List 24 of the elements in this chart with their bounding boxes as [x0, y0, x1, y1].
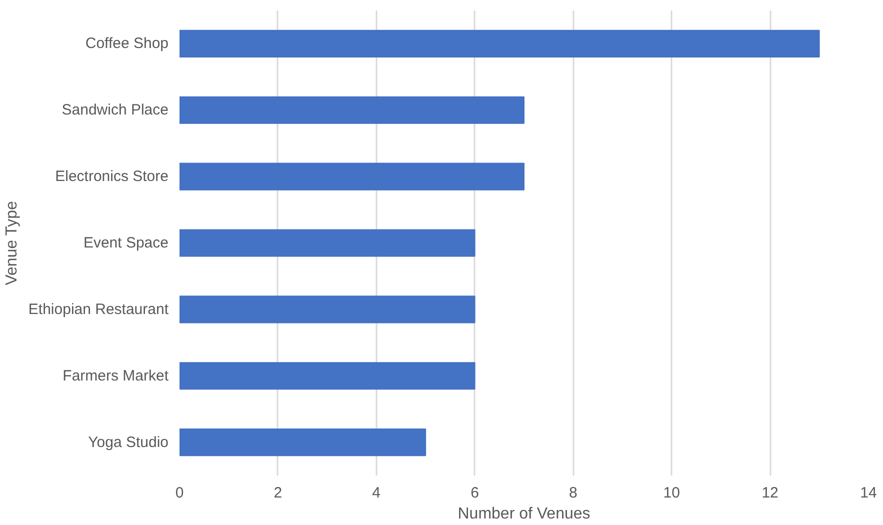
y-tick-label: Event Space	[83, 234, 169, 252]
y-tick-label: Yoga Studio	[88, 434, 169, 451]
bar	[180, 96, 524, 124]
x-tick-label: 8	[569, 484, 578, 502]
x-tick-label: 4	[372, 484, 381, 502]
y-axis-title: Venue Type	[3, 200, 20, 286]
x-tick-label: 14	[860, 484, 877, 502]
x-tick-label: 12	[762, 484, 778, 502]
x-tick-label: 10	[663, 484, 680, 502]
y-tick-label: Farmers Market	[62, 367, 170, 384]
y-tick-label: Sandwich Place	[62, 102, 169, 119]
y-tick-label: Electronics Store	[55, 168, 169, 186]
x-tick-label: 0	[175, 484, 184, 502]
bar	[180, 229, 476, 257]
x-tick-label: 2	[274, 484, 282, 502]
bar	[180, 162, 524, 190]
bar	[180, 30, 820, 58]
bar	[180, 362, 476, 390]
bar	[180, 428, 426, 456]
bar	[180, 296, 476, 324]
x-axis-title: Number of Venues	[458, 506, 590, 522]
y-tick-label: Coffee Shop	[85, 35, 168, 52]
y-tick-label: Ethiopian Restaurant	[28, 300, 170, 318]
x-tick-label: 6	[470, 484, 479, 502]
